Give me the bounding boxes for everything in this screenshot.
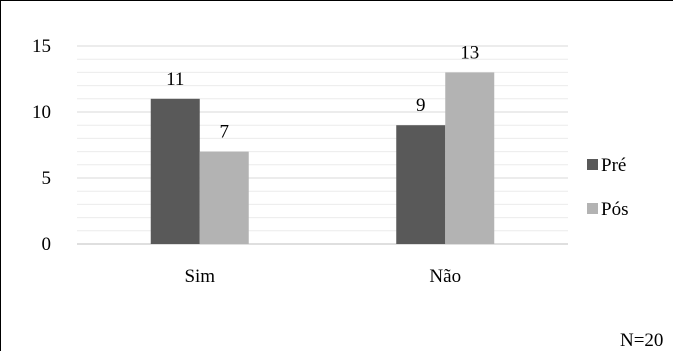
category-label: Sim (184, 266, 215, 287)
y-tick-label: 0 (42, 234, 52, 255)
bar-pós (199, 151, 249, 244)
sample-size-note: N=20 (620, 330, 663, 351)
bar-pré (150, 98, 200, 244)
legend-swatch-pré (587, 159, 598, 170)
data-label: 7 (220, 122, 230, 143)
y-tick-label: 5 (42, 168, 52, 189)
data-label: 13 (460, 42, 479, 63)
y-tick-label: 15 (32, 36, 51, 57)
bar-pós (445, 72, 495, 245)
data-label: 9 (416, 95, 426, 116)
legend-label: Pós (601, 199, 628, 220)
legend-label: Pré (601, 155, 626, 176)
bar-pré (396, 125, 446, 244)
data-label: 11 (166, 69, 184, 90)
category-label: Não (429, 266, 461, 287)
legend-swatch-pós (587, 203, 598, 214)
y-tick-label: 10 (32, 102, 51, 123)
